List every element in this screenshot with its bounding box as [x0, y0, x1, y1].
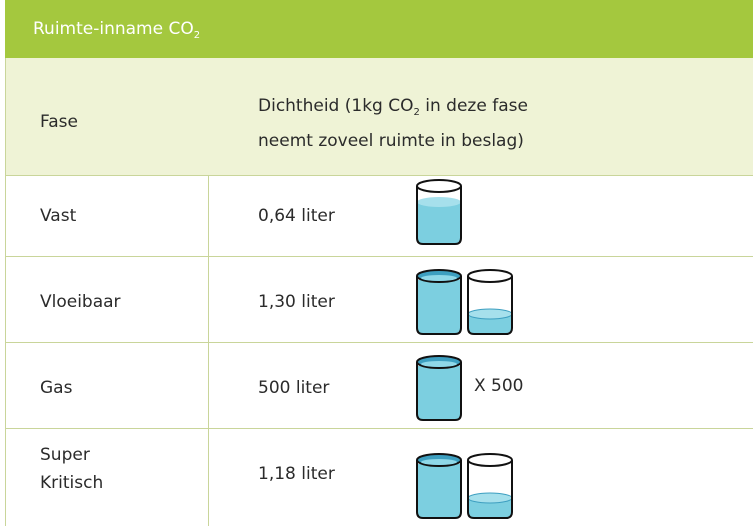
- phase: Gas: [40, 378, 73, 398]
- col-header-sub: 2: [413, 107, 420, 118]
- multiplier: X 500: [474, 376, 524, 396]
- col-header-text: neemt zoveel ruimte in beslag): [258, 131, 524, 151]
- beaker: [466, 268, 514, 336]
- beaker: [415, 354, 463, 422]
- density: 1,18 liter: [258, 464, 335, 484]
- table-border: [5, 58, 6, 526]
- density: 1,30 liter: [258, 292, 335, 312]
- beaker: [415, 178, 463, 246]
- col-border: [208, 175, 209, 526]
- density: 0,64 liter: [258, 206, 335, 226]
- row-border: [5, 342, 753, 343]
- col-header: Fase: [40, 112, 78, 132]
- beaker: [415, 452, 463, 520]
- row-border: [5, 175, 753, 176]
- col-header: Dichtheid (1kg CO2 in deze fase neemt zov…: [258, 92, 528, 155]
- title-bar: Ruimte-inname CO2: [5, 0, 753, 58]
- row-border: [5, 256, 753, 257]
- phase-line: Kritisch: [40, 473, 104, 493]
- phase: Vast: [40, 206, 77, 226]
- density: 500 liter: [258, 378, 330, 398]
- title-sub: 2: [193, 30, 201, 41]
- beaker: [466, 452, 514, 520]
- phase-line: Super: [40, 445, 90, 465]
- row-border: [5, 428, 753, 429]
- title: Ruimte-inname CO: [33, 19, 194, 39]
- col-header-text: Dichtheid (1kg CO: [258, 96, 414, 116]
- beaker: [415, 268, 463, 336]
- header-row: [5, 58, 753, 175]
- col-header-text: in deze fase: [419, 96, 528, 116]
- phase: Vloeibaar: [40, 292, 121, 312]
- phase: Super Kritisch: [40, 441, 103, 497]
